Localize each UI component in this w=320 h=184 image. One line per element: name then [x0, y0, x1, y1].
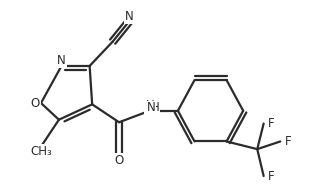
Text: O: O [31, 97, 40, 109]
Text: H: H [145, 99, 154, 112]
Text: F: F [268, 117, 275, 130]
Text: F: F [285, 135, 292, 148]
Text: F: F [268, 169, 275, 183]
Text: N: N [145, 104, 154, 117]
Text: N: N [125, 10, 134, 23]
Text: N: N [147, 101, 156, 114]
Text: CH₃: CH₃ [30, 145, 52, 158]
Text: H: H [151, 101, 160, 114]
Text: N: N [57, 54, 66, 67]
Text: O: O [115, 154, 124, 167]
